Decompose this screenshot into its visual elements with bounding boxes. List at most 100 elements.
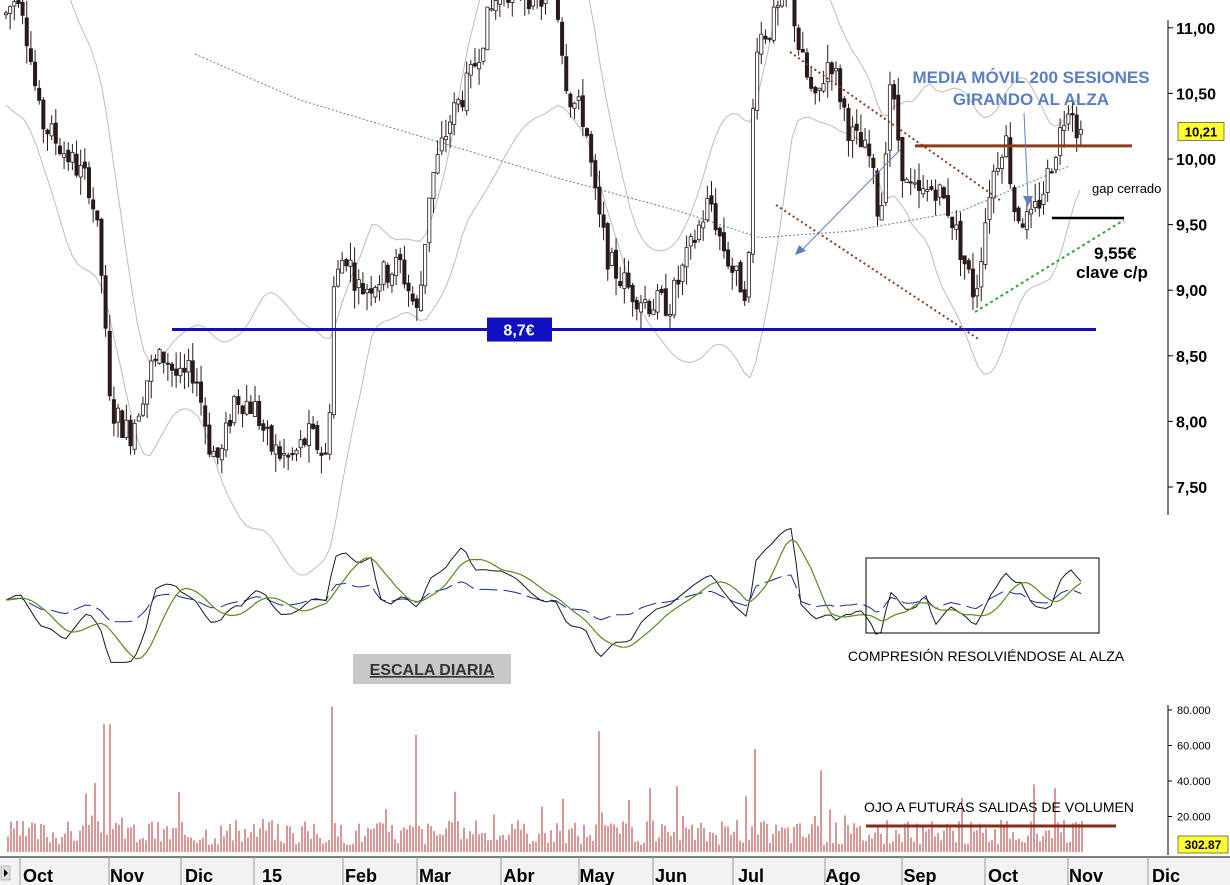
compression-box [865, 557, 1100, 634]
candle [991, 164, 996, 214]
candle [82, 148, 87, 180]
candle [995, 151, 1000, 176]
candle-body [717, 227, 722, 237]
candle-body [506, 0, 511, 3]
candle-body [813, 86, 818, 94]
candle-body [418, 284, 423, 312]
candle-body [879, 204, 884, 221]
candle [497, 0, 502, 17]
time-tick-label: Nov [1069, 866, 1103, 885]
candle [663, 273, 668, 317]
candle-body [103, 275, 108, 329]
time-tick-label: Mar [419, 866, 451, 885]
candle-body [526, 0, 531, 10]
candle-body [892, 84, 897, 100]
candle [585, 127, 590, 138]
candle [228, 414, 233, 434]
candle [941, 185, 946, 200]
last-price-label: 10,21 [1185, 124, 1218, 139]
candle-body [414, 298, 419, 308]
candle-body [116, 407, 121, 423]
candle [589, 130, 594, 177]
candle [240, 404, 245, 428]
time-tick-label: Ago [826, 866, 861, 885]
candle [879, 192, 884, 221]
candle [883, 141, 888, 207]
candle [717, 226, 722, 251]
candle-body [904, 178, 909, 183]
candle-body [439, 137, 444, 152]
candle [460, 90, 465, 112]
candle-body [730, 265, 735, 273]
candle [427, 197, 432, 252]
compression-annotation: COMPRESIÓN RESOLVIÉNDOSE AL ALZA [848, 648, 1125, 664]
annotation-arrowhead-1 [1023, 196, 1033, 206]
candle [91, 187, 96, 223]
candle-body [1037, 199, 1042, 209]
candle [431, 172, 436, 213]
candle [149, 354, 154, 399]
candle [406, 274, 411, 307]
candle [1053, 155, 1058, 174]
candle [792, 0, 797, 42]
candle-body [178, 367, 183, 377]
candle [800, 31, 805, 53]
candle [12, 0, 17, 21]
candle [124, 404, 129, 441]
candle [236, 389, 241, 414]
candle [688, 233, 693, 260]
candle-body [315, 425, 320, 450]
volume-tick-label: 80.000 [1177, 705, 1211, 717]
candle [1078, 120, 1083, 148]
candle-body [618, 281, 623, 287]
candle [273, 434, 278, 472]
candle-body [16, 0, 21, 4]
candle [456, 97, 461, 113]
candle [190, 342, 195, 394]
candle [1066, 105, 1071, 131]
candle [1037, 182, 1042, 217]
price-tick-label: 10,00 [1176, 152, 1216, 169]
band-upper [70, 0, 1081, 364]
candle [746, 250, 751, 303]
candle [734, 265, 739, 286]
candle [1004, 124, 1009, 158]
candle [493, 0, 498, 20]
candle-body [1020, 223, 1025, 228]
candle-body [738, 261, 743, 293]
candle-body [344, 259, 349, 267]
candle-body [157, 349, 162, 364]
candle-body [863, 139, 868, 148]
candle-body [74, 153, 79, 176]
candle [950, 216, 955, 241]
candle [356, 269, 361, 305]
annotations: MEDIA MÓVIL 200 SESIONES GIRANDO AL ALZA g… [353, 68, 1161, 815]
candle [448, 114, 453, 149]
candle-body [668, 314, 673, 317]
osc-signal-line [5, 574, 1082, 623]
candle [1062, 110, 1067, 148]
candle-body [697, 224, 702, 241]
candle [867, 129, 872, 168]
candle-body [842, 98, 847, 108]
candle [365, 283, 370, 311]
candle-body [190, 360, 195, 384]
candle [850, 116, 855, 158]
candle [975, 274, 980, 309]
scroll-left-icon [4, 869, 8, 877]
candle-body [593, 160, 598, 189]
candle-body [381, 261, 386, 285]
candle [103, 264, 108, 337]
time-tick-label: Nov [110, 866, 144, 885]
candle [369, 276, 374, 307]
gap-annotation: gap cerrado [1092, 181, 1161, 196]
candle-body [688, 236, 693, 247]
candle [423, 244, 428, 295]
candle [327, 403, 332, 460]
candle [33, 49, 38, 91]
candle [45, 128, 50, 151]
candle-body [252, 401, 257, 417]
candle-body [531, 0, 536, 7]
candle [580, 79, 585, 137]
candle-body [1074, 114, 1079, 139]
